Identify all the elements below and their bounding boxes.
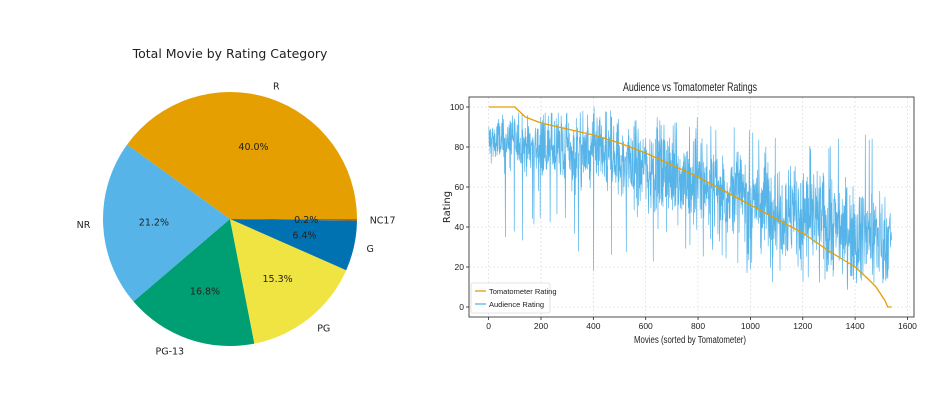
pie-label-r: R <box>273 82 280 93</box>
legend-box <box>470 282 551 314</box>
pie-pct-nr: 21.2% <box>139 218 169 229</box>
pie-slice-pg-13 <box>133 219 255 346</box>
pie-pct-g: 6.4% <box>292 231 316 242</box>
legend-label-tomatometer: Tomatometer Rating <box>489 287 557 296</box>
pie-pct-nc17: 0.2% <box>294 215 318 226</box>
y-axis-label: Rating <box>442 191 453 223</box>
pie-pct-pg: 15.3% <box>263 274 293 285</box>
pie-label-nc17: NC17 <box>370 215 396 226</box>
pie-label-nr: NR <box>77 220 91 231</box>
pie-slice-g <box>230 219 357 271</box>
pie-labels: R 40.0% NR 21.2% PG-13 16.8% PG 15.3% G 6.4% NC17 0… <box>77 82 396 358</box>
series-line-audience-rating <box>488 106 892 290</box>
x-tick-label: 1000 <box>741 321 760 331</box>
pie-pct-pg-13: 16.8% <box>190 287 220 298</box>
pie-slice-nc17 <box>230 219 357 221</box>
x-axis-label: Movies (sorted by Tomatometer) <box>634 335 746 346</box>
pie-label-pg: PG <box>317 324 330 335</box>
line-title: Audience vs Tomatometer Ratings <box>623 80 757 94</box>
x-tick-label: 400 <box>586 321 600 331</box>
pie-chart: Total Movie by Rating Category R 40.0% NR 2… <box>77 46 396 357</box>
pie-label-g: G <box>367 244 374 255</box>
x-tick-label: 800 <box>691 321 705 331</box>
y-tick-label: 40 <box>455 222 465 232</box>
series-layer <box>488 106 892 308</box>
y-tick-label: 0 <box>459 302 464 312</box>
y-tick-label: 20 <box>455 262 465 272</box>
pie-pct-r: 40.0% <box>238 142 268 153</box>
pie-slice-nr <box>103 144 230 302</box>
x-tick-label: 1400 <box>846 321 865 331</box>
y-tick-label: 100 <box>450 102 464 112</box>
series-line-tomatometer-rating <box>488 106 892 308</box>
line-chart: Audience vs Tomatometer Ratings 0 200 400 6… <box>442 80 917 346</box>
pie-slice-r <box>127 92 357 219</box>
plot-frame <box>468 96 915 318</box>
x-tick-label: 600 <box>639 321 653 331</box>
pie-title: Total Movie by Rating Category <box>132 46 328 61</box>
y-tick-label: 80 <box>455 142 465 152</box>
pie-slices <box>103 92 357 346</box>
x-tick-label: 1200 <box>793 321 812 331</box>
pie-slice-pg <box>230 219 347 344</box>
x-tick-label: 0 <box>486 321 491 331</box>
legend: Tomatometer Rating Audience Rating <box>470 282 557 314</box>
legend-label-audience: Audience Rating <box>489 300 544 309</box>
y-tick-label: 60 <box>455 182 465 192</box>
x-tick-label: 1600 <box>898 321 917 331</box>
axis-ticks: 0 200 400 600 800 1000 1200 1400 1600 0 20 40 60 80 10… <box>450 102 917 331</box>
x-tick-label: 200 <box>534 321 548 331</box>
pie-label-pg-13: PG-13 <box>155 346 184 357</box>
